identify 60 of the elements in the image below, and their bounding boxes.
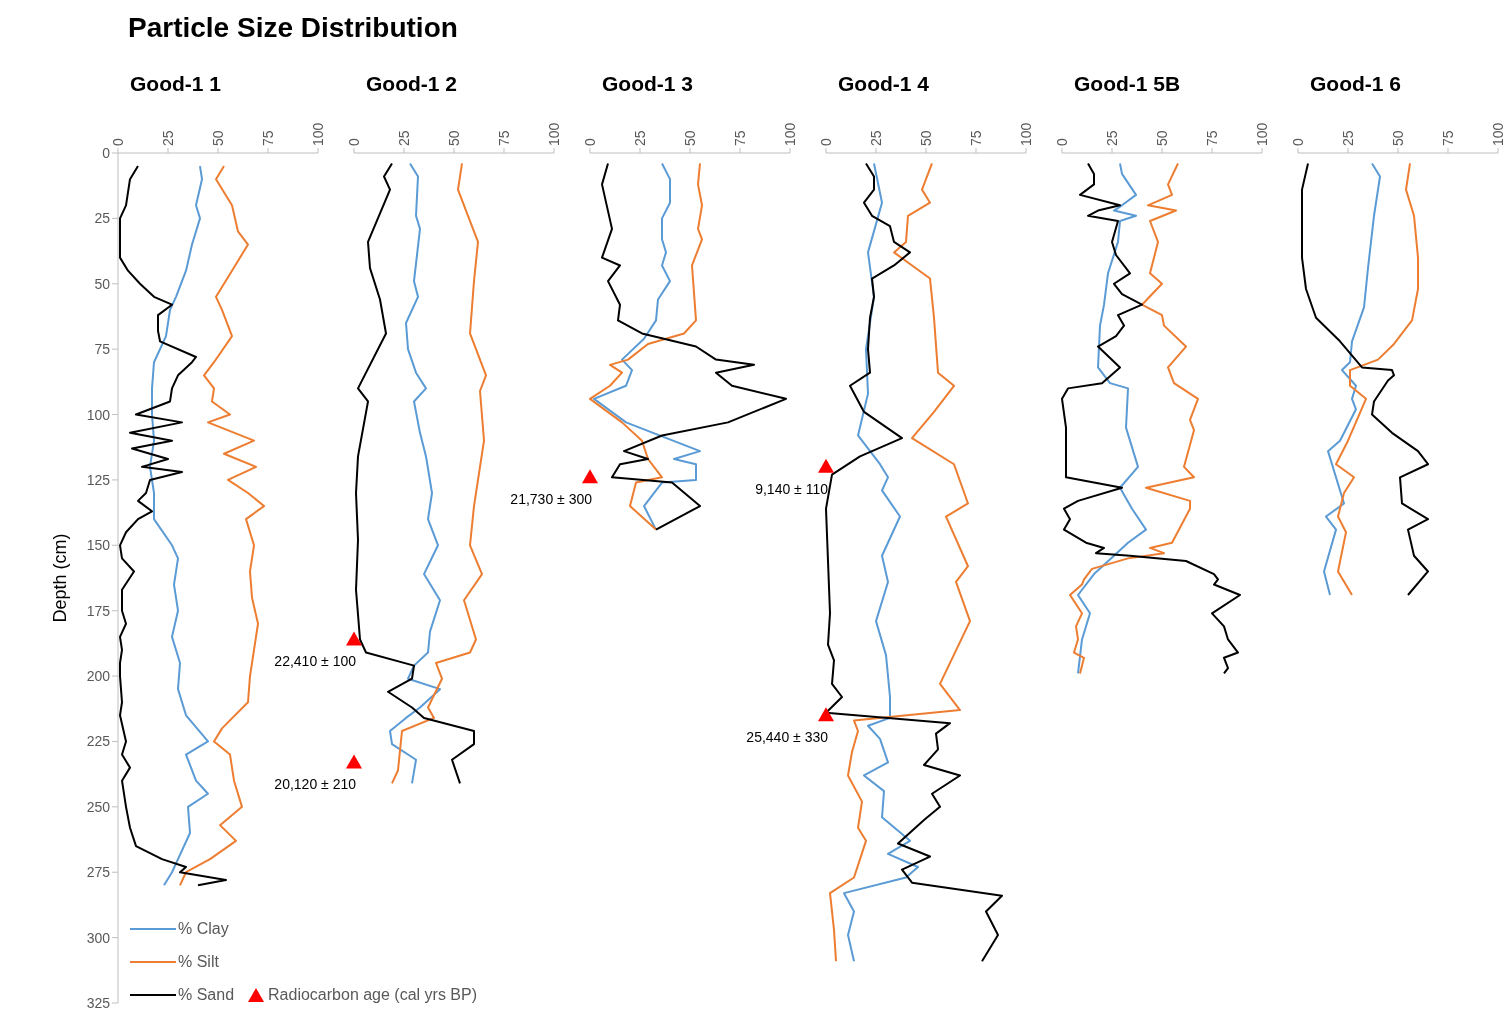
y-tick-label: 325 <box>86 994 111 1011</box>
x-tick-label: 0 <box>346 138 362 146</box>
x-tick-label: 75 <box>732 130 748 146</box>
data-label: 9,140 ± 110 <box>755 480 829 497</box>
x-tick-label: 50 <box>682 130 698 146</box>
y-tick-label: 25 <box>94 210 111 227</box>
legend-label: % Clay <box>178 919 229 938</box>
y-tick-label: 175 <box>86 602 111 619</box>
legend-label: % Silt <box>178 952 219 971</box>
x-tick-label: 25 <box>1340 130 1356 146</box>
chart-title: Good-1 3 <box>602 72 694 96</box>
y-axis-title: Depth (cm) <box>50 533 71 623</box>
x-tick-label: 50 <box>446 130 462 146</box>
chart-title: Good-1 4 <box>838 72 930 96</box>
chart-title: Good-1 2 <box>366 72 458 96</box>
y-tick-label: 125 <box>86 471 111 488</box>
x-tick-label: 0 <box>582 138 598 146</box>
x-tick-label: 100 <box>546 122 562 146</box>
data-label: 25,440 ± 330 <box>746 729 829 746</box>
x-tick-label: 50 <box>1154 130 1170 146</box>
x-tick-label: 100 <box>1018 122 1034 146</box>
x-tick-label: 75 <box>968 130 984 146</box>
x-tick-label: 50 <box>918 130 934 146</box>
x-tick-label: 25 <box>1104 130 1120 146</box>
x-tick-label: 100 <box>310 122 326 146</box>
x-tick-label: 75 <box>1204 130 1220 146</box>
x-tick-label: 0 <box>1290 138 1306 146</box>
x-tick-label: 0 <box>110 138 126 146</box>
chart-title: Particle Size Distribution <box>128 12 458 44</box>
x-tick-label: 25 <box>396 130 412 146</box>
y-tick-label: 275 <box>86 864 111 881</box>
chart-title: Good-1 5B <box>1074 72 1181 96</box>
y-tick-label: 225 <box>86 733 111 750</box>
legend-label: Radiocarbon age (cal yrs BP) <box>268 985 478 1004</box>
x-tick-label: 25 <box>632 130 648 146</box>
y-tick-label: 75 <box>94 341 111 358</box>
x-tick-label: 100 <box>782 122 798 146</box>
x-tick-label: 100 <box>1490 122 1506 146</box>
y-tick-label: 300 <box>86 929 111 946</box>
data-label: 21,730 ± 300 <box>510 491 593 508</box>
data-label: 22,410 ± 100 <box>274 653 357 670</box>
chart-title: Good-1 6 <box>1310 72 1402 96</box>
y-tick-label: 50 <box>94 275 111 292</box>
chart-subtitle: Good-1 1 <box>130 72 222 96</box>
x-tick-label: 50 <box>1390 130 1406 146</box>
y-tick-label: 200 <box>86 668 111 685</box>
x-tick-label: 0 <box>818 138 834 146</box>
data-label: 20,120 ± 210 <box>274 776 357 793</box>
x-tick-label: 75 <box>496 130 512 146</box>
x-tick-label: 25 <box>160 130 176 146</box>
legend-label: % Sand <box>178 985 235 1004</box>
y-tick-label: 250 <box>86 798 111 815</box>
x-tick-label: 75 <box>260 130 276 146</box>
x-tick-label: 75 <box>1440 130 1456 146</box>
x-tick-label: 50 <box>210 130 226 146</box>
x-tick-label: 0 <box>1054 138 1070 146</box>
x-tick-label: 25 <box>868 130 884 146</box>
y-tick-label: 100 <box>86 406 111 423</box>
x-tick-label: 100 <box>1254 122 1270 146</box>
y-tick-label: 150 <box>86 537 111 554</box>
